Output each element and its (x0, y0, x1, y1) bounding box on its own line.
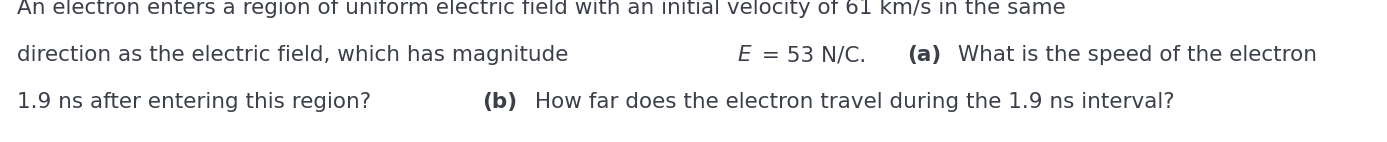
Text: An electron enters a region of uniform electric field with an initial velocity o: An electron enters a region of uniform e… (17, 0, 1065, 18)
Text: What is the speed of the electron: What is the speed of the electron (951, 45, 1318, 65)
Text: (b): (b) (483, 92, 517, 112)
Text: 1.9 ns after entering this region?: 1.9 ns after entering this region? (17, 92, 377, 112)
Text: E: E (736, 45, 750, 65)
Text: direction as the electric field, which has magnitude: direction as the electric field, which h… (17, 45, 574, 65)
Text: (a): (a) (907, 45, 942, 65)
Text: How far does the electron travel during the 1.9 ns interval?: How far does the electron travel during … (528, 92, 1175, 112)
Text: = 53 N/C.: = 53 N/C. (755, 45, 872, 65)
